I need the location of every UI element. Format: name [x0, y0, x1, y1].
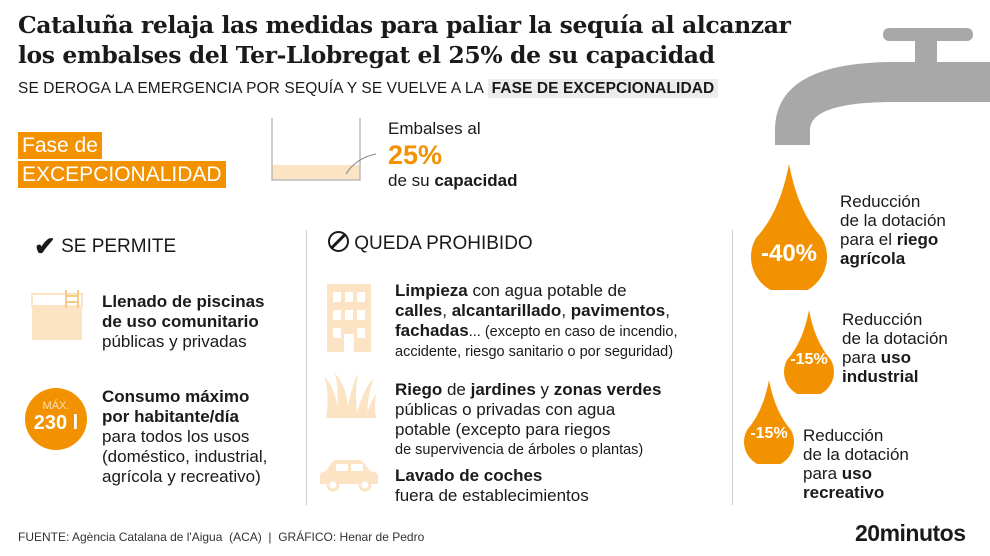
text: para el [840, 230, 897, 249]
allowed-item-pools: Llenado de piscinas de uso comunitario p… [102, 292, 265, 352]
reservoir-text: Embalses al 25% de su capacidad [388, 118, 517, 192]
drop-icon-recreational [744, 380, 794, 464]
reduction-value: -15% [750, 425, 788, 442]
text: 230 l [33, 412, 79, 434]
text: Consumo máximo [102, 387, 250, 406]
reduction-value: -40% [760, 240, 818, 267]
brand-logo: 20minutos [855, 520, 966, 546]
text: , [665, 301, 670, 320]
divider [732, 230, 733, 505]
allowed-item-consumption: Consumo máximo por habitante/día para to… [102, 387, 267, 487]
text: calles [395, 301, 443, 320]
text: zonas verdes [553, 380, 662, 399]
text: MÁX. [42, 400, 70, 412]
text: Reducción [842, 310, 923, 329]
checkmark-icon: ✔ [34, 231, 56, 261]
text: de [442, 380, 471, 399]
text: para todos los usos [102, 427, 250, 446]
text: de supervivencia de árboles o plantas) [395, 442, 644, 458]
phase-label: Fase de EXCEPCIONALIDAD [18, 132, 226, 190]
subtitle-highlight: FASE DE EXCEPCIONALIDAD [487, 79, 719, 98]
text: con agua potable de [467, 281, 627, 300]
reduction-industrial: Reducción de la dotación para uso industri… [842, 310, 948, 386]
text: capacidad [434, 171, 518, 190]
text: riego [896, 230, 939, 249]
drop-icon-agricultural [751, 164, 827, 290]
text: fuera de establecimientos [395, 486, 589, 505]
divider [306, 230, 307, 505]
text: accidente, riesgo sanitario o por seguri… [395, 344, 674, 360]
text: potable (excepto para riegos [395, 420, 611, 439]
text: uso [880, 348, 911, 367]
text: agrícola y recreativo) [102, 467, 261, 486]
phase-line: EXCEPCIONALIDAD [18, 161, 226, 188]
text: SE PERMITE [61, 236, 177, 257]
prohibited-item-cleaning: Limpieza con agua potable de calles, alc… [395, 281, 677, 362]
text: agrícola [840, 249, 906, 268]
prohibited-item-irrigation: Riego de jardines y zonas verdes pública… [395, 380, 661, 460]
grass-icon [324, 372, 376, 418]
text: , [561, 301, 571, 320]
reservoir-line: Embalses al [388, 119, 481, 138]
text: Riego [395, 380, 443, 399]
building-icon [327, 284, 371, 352]
reservoir-line: de su capacidad [388, 170, 517, 192]
text: de uso comunitario [102, 312, 259, 331]
text: y [535, 380, 554, 399]
text: públicas y privadas [102, 332, 247, 351]
text: ... (excepto en caso de incendio, [468, 324, 678, 340]
text: para [803, 464, 842, 483]
max-consumption-badge: MÁX. 230 l [25, 388, 87, 450]
reduction-value: -15% [790, 351, 828, 368]
text: Reducción [840, 192, 921, 211]
text: públicas o privadas con agua [395, 400, 616, 419]
reservoir-value: 25% [388, 140, 443, 170]
tap-icon [775, 28, 990, 145]
subtitle-text: SE DEROGA LA EMERGENCIA POR SEQUÍA Y SE … [18, 80, 484, 97]
text: alcantarillado [451, 301, 562, 320]
subtitle: SE DEROGA LA EMERGENCIA POR SEQUÍA Y SE … [18, 79, 719, 98]
allowed-heading: ✔ SE PERMITE [34, 231, 176, 262]
text: industrial [842, 367, 919, 386]
text: , [442, 301, 452, 320]
headline: Cataluña relaja las medidas para paliar … [18, 10, 818, 70]
reservoir-icon [271, 118, 377, 181]
text: QUEDA PROHIBIDO [354, 233, 533, 254]
text: de la dotación [840, 211, 946, 230]
reduction-agricultural: Reducción de la dotación para el riego agr… [840, 192, 946, 268]
headline-line: los embalses del Ter-Llobregat el 25% de… [18, 41, 715, 69]
text: Reducción [803, 426, 884, 445]
prohibited-item-car-wash: Lavado de coches fuera de establecimient… [395, 466, 589, 506]
text: Lavado de coches [395, 466, 543, 485]
reduction-recreational: Reducción de la dotación para uso recreati… [803, 426, 909, 502]
headline-line: Cataluña relaja las medidas para paliar … [18, 11, 791, 39]
text: de la dotación [842, 329, 948, 348]
phase-line: Fase de [18, 132, 102, 159]
text: por habitante/día [102, 407, 239, 426]
source-credit: FUENTE: Agència Catalana de l'Aigua (ACA… [18, 530, 425, 544]
text: Limpieza [395, 281, 468, 300]
prohibited-heading: QUEDA PROHIBIDO [328, 231, 533, 255]
text: pavimentos [570, 301, 666, 320]
text: de su [388, 171, 435, 190]
text: jardines [470, 380, 536, 399]
prohibited-icon [328, 231, 349, 252]
text: Llenado de piscinas [102, 292, 265, 311]
text: de la dotación [803, 445, 909, 464]
text: fachadas [395, 321, 469, 340]
pool-icon [31, 290, 83, 340]
text: uso [841, 464, 872, 483]
text: para [842, 348, 881, 367]
car-icon [320, 460, 378, 492]
text: recreativo [803, 483, 885, 502]
text: (doméstico, industrial, [102, 447, 268, 466]
drop-icon-industrial [784, 310, 834, 394]
